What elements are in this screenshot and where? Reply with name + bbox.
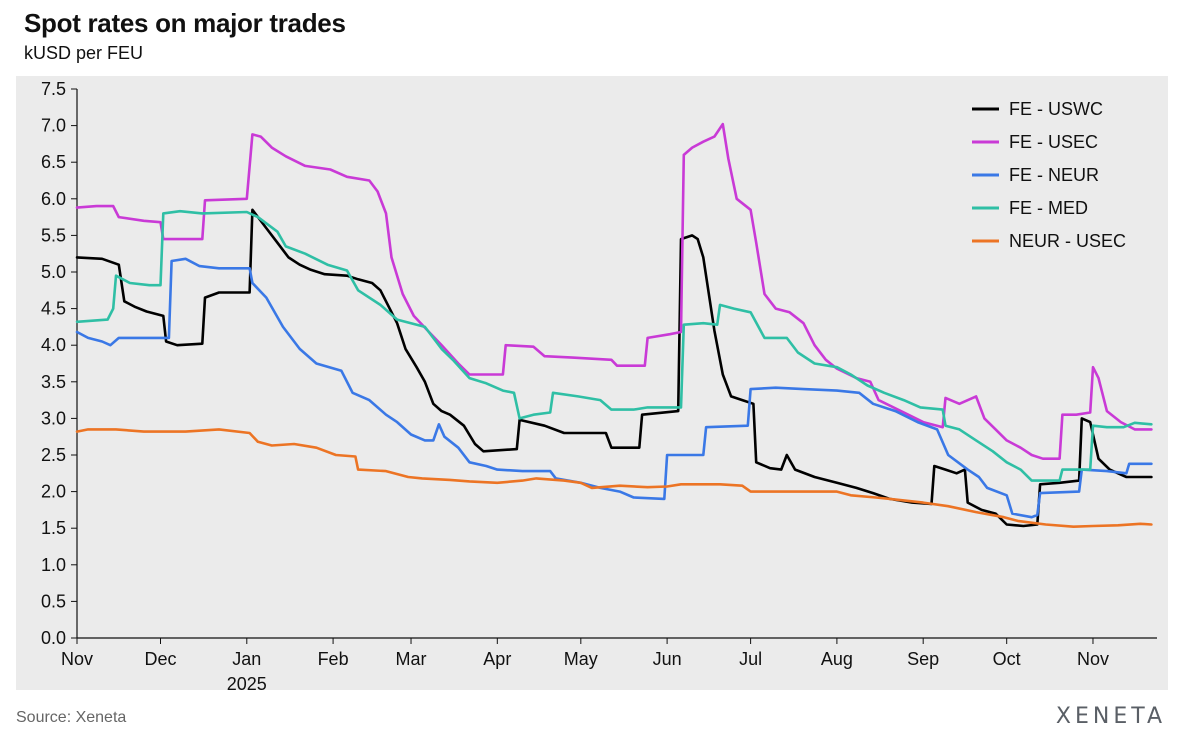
y-tick-label: 5.5 bbox=[41, 225, 66, 245]
y-tick-label: 0.5 bbox=[41, 591, 66, 611]
x-axis: Nov Dec Jan 2025 Feb Mar Apr May Jun Jul Aug Sep Oct… bbox=[61, 637, 1157, 694]
y-tick-label: 3.5 bbox=[41, 372, 66, 392]
chart-title: Spot rates on major trades bbox=[24, 8, 346, 38]
y-tick-label: 0.0 bbox=[41, 628, 66, 648]
y-tick-label: 5.0 bbox=[41, 262, 66, 282]
y-tick-label: 6.0 bbox=[41, 189, 66, 209]
series-line-fe-usec bbox=[75, 122, 1153, 460]
y-tick-label: 3.0 bbox=[41, 408, 66, 428]
x-tick-year-label: 2025 bbox=[227, 674, 267, 694]
x-tick-label: Jul bbox=[739, 649, 762, 669]
series-line-neur-usec bbox=[75, 428, 1153, 528]
source-note: Source: Xeneta bbox=[16, 709, 127, 726]
legend-label-fe-neur: FE - NEUR bbox=[1009, 165, 1099, 185]
x-tick-label: Jun bbox=[653, 649, 682, 669]
spot-rates-chart: 0.0 0.5 1.0 1.5 2.0 2.5 3.0 3.5 4.0 4.5 5.0 5.5 6.0 6… bbox=[41, 79, 1157, 694]
y-tick-label: 4.5 bbox=[41, 299, 66, 319]
x-tick-label: Nov bbox=[1077, 649, 1109, 669]
series-layer bbox=[75, 122, 1153, 528]
y-tick-label: 1.0 bbox=[41, 555, 66, 575]
legend: FE - USWC FE - USEC FE - NEUR FE - MED NEUR … bbox=[972, 99, 1126, 251]
y-axis: 0.0 0.5 1.0 1.5 2.0 2.5 3.0 3.5 4.0 4.5 5.0 5.5 6.0 6… bbox=[41, 79, 78, 648]
x-tick-label: Mar bbox=[396, 649, 427, 669]
x-tick-label: Sep bbox=[907, 649, 939, 669]
y-tick-label: 2.5 bbox=[41, 445, 66, 465]
legend-label-fe-uswc: FE - USWC bbox=[1009, 99, 1103, 119]
plot-background bbox=[16, 76, 1168, 690]
legend-label-fe-usec: FE - USEC bbox=[1009, 132, 1098, 152]
xeneta-logo: XENETA bbox=[1055, 704, 1166, 729]
legend-label-fe-med: FE - MED bbox=[1009, 198, 1088, 218]
y-tick-label: 6.5 bbox=[41, 152, 66, 172]
x-tick-label: Dec bbox=[144, 649, 176, 669]
chart-subtitle: kUSD per FEU bbox=[24, 43, 144, 63]
x-tick-label: Feb bbox=[318, 649, 349, 669]
legend-label-neur-usec: NEUR - USEC bbox=[1009, 231, 1126, 251]
x-tick-label: Apr bbox=[483, 649, 511, 669]
y-tick-label: 7.0 bbox=[41, 116, 66, 136]
x-tick-label: Aug bbox=[821, 649, 853, 669]
y-tick-label: 4.0 bbox=[41, 335, 66, 355]
x-tick-label: May bbox=[564, 649, 598, 669]
series-line-fe-med bbox=[75, 209, 1153, 482]
series-line-fe-neur bbox=[75, 257, 1153, 519]
x-tick-label: Nov bbox=[61, 649, 93, 669]
x-tick-label: Jan bbox=[232, 649, 261, 669]
y-tick-label: 1.5 bbox=[41, 518, 66, 538]
x-tick-label: Oct bbox=[993, 649, 1021, 669]
y-tick-label: 7.5 bbox=[41, 79, 66, 99]
series-line-fe-uswc bbox=[75, 208, 1153, 528]
y-tick-label: 2.0 bbox=[41, 482, 66, 502]
